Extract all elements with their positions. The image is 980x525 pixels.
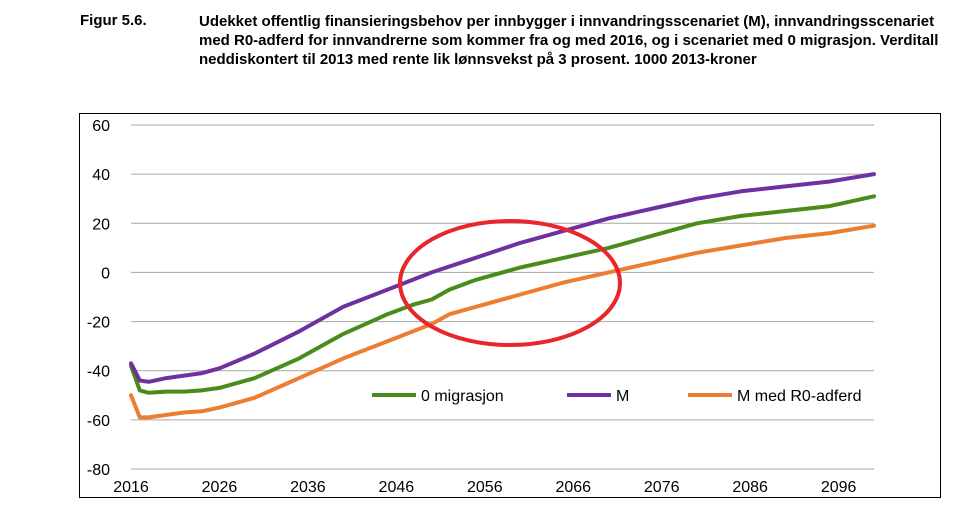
x-axis-ticks: 2016 2026 2036 2046 2056 2066 2076 2086 2096 — [113, 479, 856, 496]
series-line-2 — [129, 223, 876, 420]
x-tick-label: 2086 — [732, 479, 768, 496]
y-axis-ticks: 60 40 20 0 -20 -40 -60 -80 — [87, 118, 110, 479]
x-tick-label: 2056 — [467, 479, 503, 496]
highlight-ellipse — [398, 219, 622, 347]
y-tick-label: 40 — [92, 167, 110, 184]
legend-label-2: M med R0-adferd — [737, 388, 862, 405]
figure-title: Udekket offentlig finansieringsbehov per… — [199, 13, 939, 68]
x-tick-label: 2096 — [821, 479, 857, 496]
legend-label-1: M — [616, 388, 629, 405]
chart-frame — [79, 113, 941, 498]
y-tick-label: 0 — [101, 265, 110, 282]
x-tick-label: 2016 — [113, 479, 149, 496]
y-tick-label: -80 — [87, 462, 110, 479]
x-tick-label: 2046 — [379, 479, 415, 496]
y-tick-label: -40 — [87, 364, 110, 381]
x-tick-label: 2036 — [290, 479, 326, 496]
x-tick-label: 2076 — [644, 479, 680, 496]
gridlines — [131, 124, 874, 470]
legend-label-0: 0 migrasjon — [421, 388, 504, 405]
series-lines — [129, 172, 876, 420]
y-tick-label: 20 — [92, 216, 110, 233]
x-tick-label: 2026 — [202, 479, 238, 496]
y-tick-label: 60 — [92, 118, 110, 135]
figure-label: Figur 5.6. — [80, 12, 147, 29]
series-line-0 — [129, 194, 876, 395]
series-line-1 — [129, 172, 876, 384]
y-tick-label: -20 — [87, 315, 110, 332]
y-tick-label: -60 — [87, 413, 110, 430]
legend: 0 migrasjon M M med R0-adferd — [372, 388, 862, 405]
x-tick-label: 2066 — [555, 479, 591, 496]
